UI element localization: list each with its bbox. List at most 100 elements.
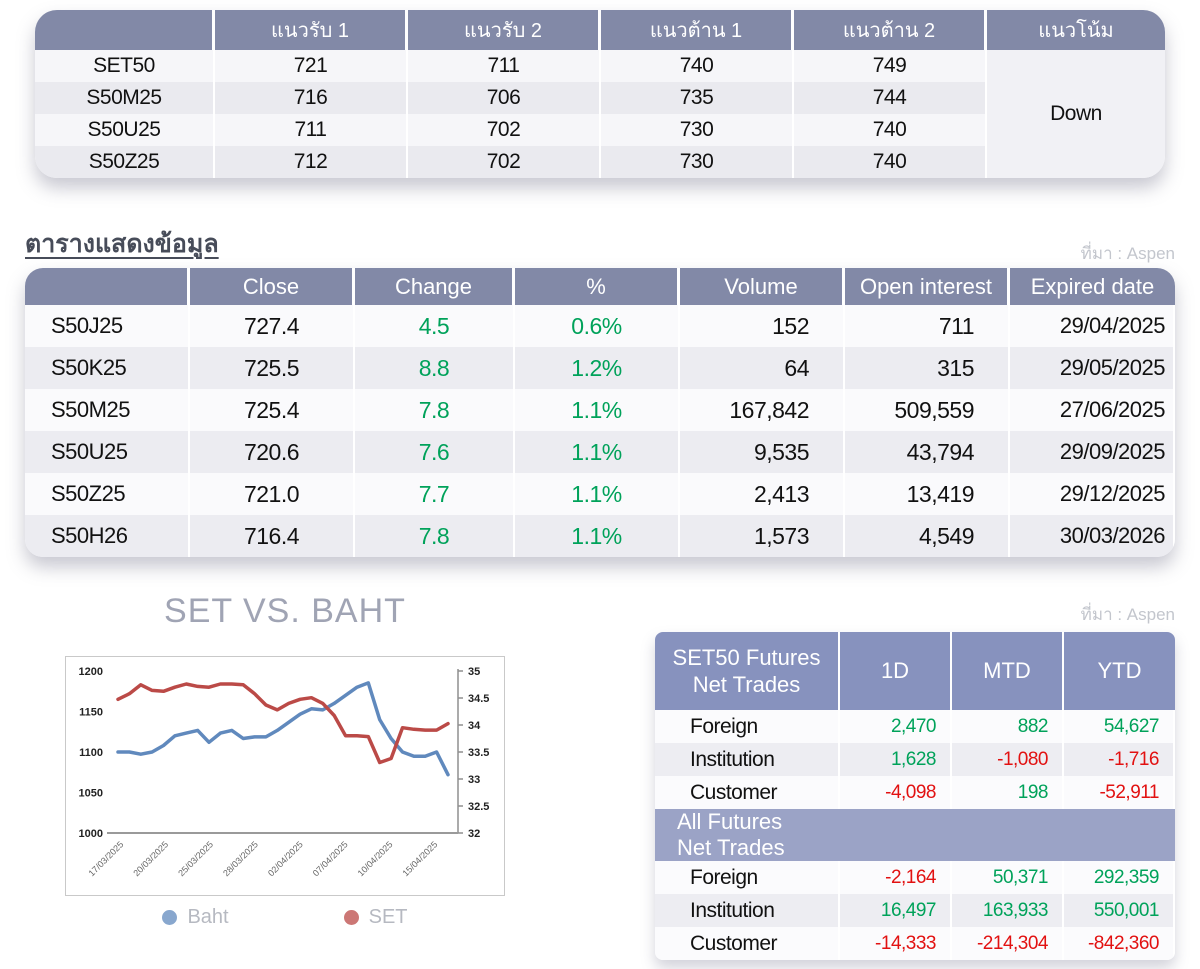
band-line1: All Futures bbox=[677, 808, 783, 834]
data-table-header-row: Close Change % Volume Open interest Expi… bbox=[25, 268, 1175, 305]
net-mtd-value: 50,371 bbox=[952, 861, 1064, 894]
svg-text:34.5: 34.5 bbox=[468, 693, 489, 705]
all-futures-band: All Futures Net Trades bbox=[655, 809, 1175, 861]
open-interest-value: 711 bbox=[845, 305, 1010, 347]
support2-value: 702 bbox=[408, 114, 601, 146]
net-ytd-value: -842,360 bbox=[1064, 927, 1175, 960]
volume-value: 167,842 bbox=[680, 389, 845, 431]
header-resistance-2: แนวต้าน 2 bbox=[794, 10, 987, 50]
header-ytd: YTD bbox=[1064, 632, 1175, 710]
resistance1-value: 730 bbox=[601, 114, 794, 146]
support2-value: 702 bbox=[408, 146, 601, 178]
net-mtd-value: -1,080 bbox=[952, 743, 1064, 776]
contract-label: S50Z25 bbox=[25, 473, 190, 515]
investor-label: Foreign bbox=[655, 710, 840, 743]
change-value: 7.7 bbox=[355, 473, 515, 515]
svg-text:02/04/2025: 02/04/2025 bbox=[266, 839, 305, 878]
net-ytd-value: -52,911 bbox=[1064, 776, 1175, 809]
chart-title: SET VS. BAHT bbox=[164, 592, 406, 630]
open-interest-value: 315 bbox=[845, 347, 1010, 389]
resistance2-value: 749 bbox=[794, 50, 987, 82]
header-empty bbox=[25, 268, 190, 305]
net-mtd-value: 163,933 bbox=[952, 894, 1064, 927]
net-1d-value: -4,098 bbox=[840, 776, 952, 809]
contract-label: S50M25 bbox=[25, 389, 190, 431]
header-line1: SET50 Futures bbox=[672, 644, 821, 670]
support-table-body: SET50 721 711 740 749 S50M25 716 706 735… bbox=[35, 50, 1165, 178]
investor-label: Institution bbox=[655, 894, 840, 927]
svg-text:32: 32 bbox=[468, 828, 480, 840]
percent-value: 1.1% bbox=[515, 431, 680, 473]
contract-label: S50U25 bbox=[25, 431, 190, 473]
net-ytd-value: 550,001 bbox=[1064, 894, 1175, 927]
net-ytd-value: -1,716 bbox=[1064, 743, 1175, 776]
percent-value: 1.1% bbox=[515, 473, 680, 515]
resistance2-value: 740 bbox=[794, 146, 987, 178]
close-value: 727.4 bbox=[190, 305, 355, 347]
svg-text:1100: 1100 bbox=[79, 747, 103, 759]
net-trades-header-row: SET50 Futures Net Trades 1D MTD YTD bbox=[655, 632, 1175, 710]
expired-date-value: 29/04/2025 bbox=[1010, 305, 1175, 347]
investor-label: Customer bbox=[655, 776, 840, 809]
header-resistance-1: แนวต้าน 1 bbox=[601, 10, 794, 50]
net-mtd-value: -214,304 bbox=[952, 927, 1064, 960]
investor-label: Customer bbox=[655, 927, 840, 960]
set-legend-dot-icon bbox=[343, 910, 359, 925]
open-interest-value: 13,419 bbox=[845, 473, 1010, 515]
row-label: SET50 bbox=[35, 50, 215, 82]
legend-label: SET bbox=[368, 906, 408, 928]
svg-text:10/04/2025: 10/04/2025 bbox=[356, 839, 395, 878]
header-empty bbox=[35, 10, 215, 50]
svg-text:1200: 1200 bbox=[79, 666, 103, 678]
svg-text:15/04/2025: 15/04/2025 bbox=[400, 839, 439, 878]
section-title: ตารางแสดงข้อมูล bbox=[25, 230, 219, 258]
resistance1-value: 730 bbox=[601, 146, 794, 178]
percent-value: 1.1% bbox=[515, 515, 680, 557]
row-label: S50M25 bbox=[35, 82, 215, 114]
futures-data-table: Close Change % Volume Open interest Expi… bbox=[25, 268, 1175, 557]
svg-text:32.5: 32.5 bbox=[468, 801, 489, 813]
row-label: S50U25 bbox=[35, 114, 215, 146]
source-label: ที่มา : Aspen bbox=[1080, 605, 1175, 624]
source-label: ที่มา : Aspen bbox=[1080, 244, 1175, 263]
net-ytd-value: 292,359 bbox=[1064, 861, 1175, 894]
change-value: 8.8 bbox=[355, 347, 515, 389]
header-support-1: แนวรับ 1 bbox=[215, 10, 408, 50]
support1-value: 721 bbox=[215, 50, 408, 82]
contract-label: S50K25 bbox=[25, 347, 190, 389]
net-ytd-value: 54,627 bbox=[1064, 710, 1175, 743]
header-line2: Net Trades bbox=[692, 672, 801, 697]
volume-value: 152 bbox=[680, 305, 845, 347]
net-1d-value: 1,628 bbox=[840, 743, 952, 776]
net-1d-value: 2,470 bbox=[840, 710, 952, 743]
header-close: Close bbox=[190, 268, 355, 305]
header-support-2: แนวรับ 2 bbox=[408, 10, 601, 50]
header-set50-net-trades: SET50 Futures Net Trades bbox=[655, 632, 840, 710]
support-resistance-table: แนวรับ 1 แนวรับ 2 แนวต้าน 1 แนวต้าน 2 แน… bbox=[35, 10, 1165, 178]
resistance2-value: 740 bbox=[794, 114, 987, 146]
support2-value: 711 bbox=[408, 50, 601, 82]
header-change: Change bbox=[355, 268, 515, 305]
contract-label: S50J25 bbox=[25, 305, 190, 347]
close-value: 725.5 bbox=[190, 347, 355, 389]
change-value: 7.8 bbox=[355, 389, 515, 431]
expired-date-value: 29/05/2025 bbox=[1010, 347, 1175, 389]
percent-value: 1.2% bbox=[515, 347, 680, 389]
svg-text:33: 33 bbox=[468, 774, 480, 786]
header-percent: % bbox=[515, 268, 680, 305]
header-1d: 1D bbox=[840, 632, 952, 710]
close-value: 720.6 bbox=[190, 431, 355, 473]
support1-value: 712 bbox=[215, 146, 408, 178]
volume-value: 9,535 bbox=[680, 431, 845, 473]
legend-item-baht: Baht bbox=[162, 906, 229, 929]
resistance1-value: 740 bbox=[601, 50, 794, 82]
band-line2: Net Trades bbox=[677, 835, 785, 860]
expired-date-value: 29/09/2025 bbox=[1010, 431, 1175, 473]
resistance1-value: 735 bbox=[601, 82, 794, 114]
legend-label: Baht bbox=[187, 906, 229, 928]
set50-net-trades-body: Foreign 2,470 882 54,627 Institution 1,6… bbox=[655, 710, 1175, 809]
svg-text:35: 35 bbox=[468, 666, 480, 678]
net-mtd-value: 198 bbox=[952, 776, 1064, 809]
legend-item-set: SET bbox=[343, 906, 408, 929]
